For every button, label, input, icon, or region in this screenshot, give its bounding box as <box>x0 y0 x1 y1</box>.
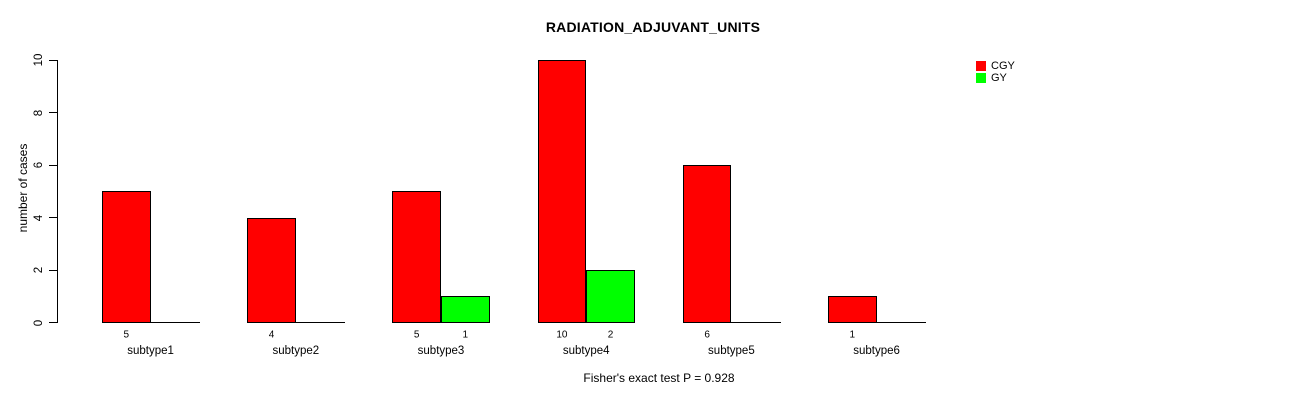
legend-label-cgy: CGY <box>991 60 1015 72</box>
bar-cgy-subtype6 <box>828 296 877 323</box>
bar-count-label: 10 <box>556 329 568 341</box>
y-tick <box>49 217 57 218</box>
y-tick <box>49 112 57 113</box>
y-tick-label: 10 <box>33 53 45 67</box>
bar-count-label: 5 <box>123 329 130 341</box>
bar-cgy-subtype1 <box>102 191 151 323</box>
y-tick-label: 4 <box>33 214 45 221</box>
bar-count-label: 4 <box>268 329 275 341</box>
x-category-label: subtype2 <box>272 345 320 357</box>
chart-title: RADIATION_ADJUVANT_UNITS <box>545 19 761 35</box>
bar-cgy-subtype3 <box>392 191 441 323</box>
bar-count-label: 2 <box>607 329 614 341</box>
x-category-label: subtype6 <box>853 345 900 357</box>
y-axis-title: number of cases <box>16 143 30 233</box>
bar-count-label: 6 <box>704 329 710 341</box>
y-tick <box>49 164 57 166</box>
bar-cgy-subtype5 <box>682 165 732 323</box>
bar-cgy-subtype2 <box>247 217 296 323</box>
bar-gy-subtype3 <box>441 296 490 323</box>
legend-swatch-cgy <box>976 61 986 71</box>
bar-gy-subtype1-zero-line <box>150 321 201 323</box>
y-tick <box>49 322 57 323</box>
y-tick-label: 8 <box>33 109 45 116</box>
x-category-label: subtype4 <box>562 345 610 357</box>
bar-count-label: 1 <box>849 329 856 341</box>
bar-count-label: 1 <box>462 329 469 341</box>
footer-note: Fisher's exact test P = 0.928 <box>583 371 735 385</box>
bar-cgy-subtype4 <box>537 60 587 323</box>
bar-gy-subtype5-zero-line <box>731 321 781 323</box>
bar-count-label: 5 <box>413 329 420 341</box>
bar-gy-subtype2-zero-line <box>295 321 346 323</box>
legend-row-gy: GY <box>976 72 1015 84</box>
y-tick-label: 2 <box>33 266 45 274</box>
x-category-label: subtype5 <box>708 345 755 357</box>
x-category-label: subtype1 <box>127 345 174 357</box>
legend-label-gy: GY <box>991 72 1007 84</box>
bar-gy-subtype4 <box>586 270 635 323</box>
x-category-label: subtype3 <box>417 345 465 357</box>
bar-gy-subtype6-zero-line <box>876 321 927 323</box>
y-tick <box>49 59 57 61</box>
legend-swatch-gy <box>976 73 986 83</box>
legend-row-cgy: CGY <box>976 60 1015 72</box>
y-tick-label: 0 <box>33 319 45 326</box>
y-tick-label: 6 <box>33 161 45 169</box>
y-axis-line <box>57 60 58 323</box>
y-tick <box>49 269 57 271</box>
legend: CGY GY <box>976 60 1015 84</box>
